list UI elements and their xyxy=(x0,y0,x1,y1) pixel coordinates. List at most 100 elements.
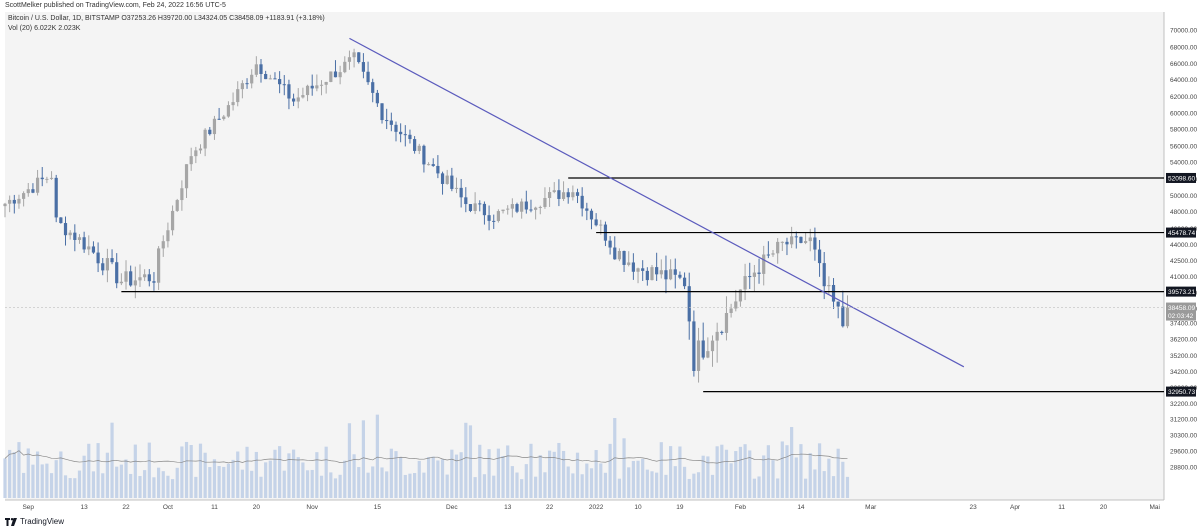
candle-body xyxy=(333,71,338,78)
candle-body xyxy=(352,52,356,58)
candle-body xyxy=(278,78,282,85)
candle-body xyxy=(180,188,184,201)
candle-body xyxy=(724,312,729,333)
volume-bar xyxy=(385,471,389,498)
level-price-tag xyxy=(1166,386,1196,397)
candle-body xyxy=(589,210,594,220)
candle-body xyxy=(776,241,780,254)
x-tick-label: 11 xyxy=(1058,504,1065,511)
volume-bar xyxy=(669,446,673,498)
candle-body xyxy=(22,193,26,199)
level-price-tag xyxy=(1166,286,1196,297)
candle-body xyxy=(110,258,114,263)
volume-bar xyxy=(101,473,105,498)
y-tick-label: 34200.00 xyxy=(1170,369,1197,376)
volume-bar xyxy=(189,444,193,498)
candle-body xyxy=(687,286,691,322)
candle-body xyxy=(380,103,384,121)
candle-body xyxy=(259,64,263,75)
volume-bar xyxy=(394,451,398,498)
volume-bar xyxy=(305,470,310,498)
tradingview-brand[interactable]: TradingView xyxy=(5,516,64,528)
volume-bar xyxy=(115,466,119,498)
current-price-label: 38458.09 xyxy=(1168,305,1195,312)
candle-body xyxy=(264,74,268,80)
y-tick-label: 28800.00 xyxy=(1170,464,1197,471)
candle-body xyxy=(268,78,272,80)
volume-bar xyxy=(152,477,156,498)
volume-bar xyxy=(617,478,622,498)
x-tick-label: 2022 xyxy=(589,504,604,511)
y-tick-label: 50000.00 xyxy=(1170,193,1197,200)
candle-body xyxy=(133,280,137,286)
y-tick-label: 62000.00 xyxy=(1170,94,1197,101)
volume-bar xyxy=(371,466,375,498)
candle-body xyxy=(743,276,747,290)
candle-body xyxy=(422,145,426,165)
candle-body xyxy=(757,272,761,274)
volume-bar xyxy=(827,458,831,498)
y-tick-label: 66000.00 xyxy=(1170,61,1197,68)
volume-bar xyxy=(692,473,696,498)
candle-body xyxy=(324,81,328,85)
volume-bar xyxy=(361,420,366,498)
candle-body xyxy=(413,139,417,151)
y-tick-label: 35200.00 xyxy=(1170,353,1197,360)
volume-bar xyxy=(803,478,808,498)
volume-bar xyxy=(552,451,556,498)
candle-body xyxy=(426,164,431,166)
volume-bar xyxy=(785,445,789,498)
volume-bar xyxy=(26,448,30,498)
candle-body xyxy=(194,150,198,157)
candle-body xyxy=(594,219,598,226)
candle-body xyxy=(715,331,719,341)
x-tick-label: 14 xyxy=(797,504,805,511)
candle-body xyxy=(478,203,482,205)
candle-body xyxy=(208,129,212,135)
candle-body xyxy=(222,116,226,119)
volume-bar xyxy=(22,472,26,498)
volume-bar xyxy=(813,469,817,498)
volume-bar xyxy=(329,472,333,498)
volume-bar xyxy=(734,451,738,498)
candle-body xyxy=(329,71,333,82)
x-tick-label: 22 xyxy=(122,504,130,511)
candle-body xyxy=(73,232,77,240)
candle-body xyxy=(82,237,86,250)
y-tick-label: 64000.00 xyxy=(1170,77,1197,84)
volume-bar xyxy=(766,445,770,498)
volume-bar xyxy=(375,414,379,498)
chart-canvas[interactable]: Bitcoin / U.S. Dollar, 1D, BITSTAMP O372… xyxy=(0,12,1200,514)
candle-body xyxy=(152,281,156,283)
candle-body xyxy=(585,208,589,211)
x-tick-label: 13 xyxy=(504,504,512,511)
candle-body xyxy=(520,201,524,212)
volume-bar xyxy=(73,478,77,498)
volume-bar xyxy=(333,478,338,498)
volume-bar xyxy=(222,466,226,498)
volume-bar xyxy=(757,476,761,498)
volume-bar xyxy=(529,443,533,498)
candle-body xyxy=(571,192,575,198)
candle-body xyxy=(305,85,310,96)
volume-bar xyxy=(426,457,431,498)
candle-body xyxy=(394,124,398,132)
candle-body xyxy=(166,230,170,242)
y-tick-label: 68000.00 xyxy=(1170,44,1197,51)
volume-bar xyxy=(82,455,86,498)
candle-body xyxy=(627,262,631,265)
volume-bar xyxy=(520,479,524,498)
y-tick-label: 58000.00 xyxy=(1170,127,1197,134)
candle-body xyxy=(836,301,840,307)
candle-body xyxy=(291,98,296,102)
volume-bar xyxy=(599,463,603,498)
candle-body xyxy=(361,62,366,72)
x-tick-label: 22 xyxy=(546,504,554,511)
y-tick-label: 70000.00 xyxy=(1170,28,1197,35)
volume-bar xyxy=(673,466,677,498)
volume-bar xyxy=(357,467,361,498)
candle-body xyxy=(510,204,514,209)
volume-bar xyxy=(557,442,561,498)
volume-bar xyxy=(655,472,659,498)
candle-body xyxy=(250,74,254,84)
